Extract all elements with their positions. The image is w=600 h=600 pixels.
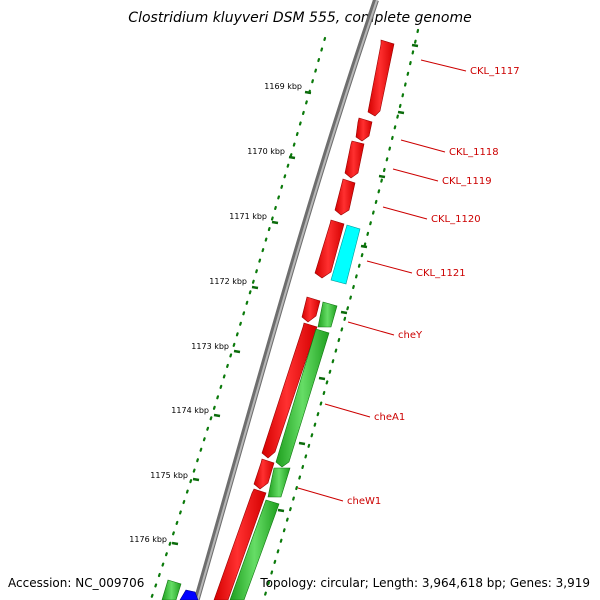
gene-label-chea1[interactable]: cheA1 xyxy=(374,412,405,423)
gene-ckl-1117[interactable] xyxy=(367,39,395,117)
scale-tick-1172 xyxy=(251,285,259,290)
gene-downstream-forward[interactable] xyxy=(213,488,267,600)
gene-labels: CKL_1117 CKL_1118 CKL_1119 CKL_1120 CKL_… xyxy=(347,66,520,507)
scale-label-1172: 1172 kbp xyxy=(209,277,247,286)
scale-label-1173: 1173 kbp xyxy=(191,342,229,351)
gene-label-chew1[interactable]: cheW1 xyxy=(347,496,381,507)
gene-label-ckl-1119[interactable]: CKL_1119 xyxy=(442,176,492,187)
scale-tick-1170 xyxy=(288,155,296,160)
accession-text: Accession: NC_009706 xyxy=(8,576,144,590)
gene-downstream-reverse[interactable] xyxy=(229,499,280,600)
scale-tick-1173 xyxy=(233,349,241,354)
scale-tick-1174 xyxy=(213,413,221,418)
scale-label-1175: 1175 kbp xyxy=(150,471,188,480)
gene-ckl-1118[interactable] xyxy=(355,117,373,142)
scale-tick-1171 xyxy=(271,220,279,225)
scale-ticks xyxy=(171,90,312,546)
gene-ckl-1120[interactable] xyxy=(334,178,356,216)
scale-label-1169: 1169 kbp xyxy=(264,82,302,91)
forward-strand-genes xyxy=(213,39,395,600)
scale-labels: 1169 kbp 1170 kbp 1171 kbp 1172 kbp 1173… xyxy=(129,82,302,544)
gene-label-ckl-1118[interactable]: CKL_1118 xyxy=(449,147,499,158)
gene-chew1[interactable] xyxy=(267,467,291,498)
gene-label-lines xyxy=(297,59,467,502)
gene-ckl-1121-forward[interactable] xyxy=(314,219,345,279)
gene-ckl-1119[interactable] xyxy=(344,140,365,179)
gene-chey-forward[interactable] xyxy=(301,296,321,323)
scale-label-1171: 1171 kbp xyxy=(229,212,267,221)
map-title: Clostridium kluyveri DSM 555, complete g… xyxy=(128,10,471,26)
outer-track xyxy=(262,28,420,600)
gene-chew1-forward[interactable] xyxy=(253,458,275,490)
scale-tick-1169 xyxy=(304,90,312,95)
scale-label-1170: 1170 kbp xyxy=(247,147,285,156)
scale-label-1174: 1174 kbp xyxy=(171,406,209,415)
gene-label-ckl-1121[interactable]: CKL_1121 xyxy=(416,268,466,279)
genome-summary-text: Topology: circular; Length: 3,964,618 bp… xyxy=(259,576,590,590)
scale-tick-1175 xyxy=(192,477,200,482)
gene-label-ckl-1120[interactable]: CKL_1120 xyxy=(431,214,481,225)
gene-ckl-1121[interactable] xyxy=(330,224,361,285)
gc-content-track xyxy=(149,36,327,600)
gene-chea1[interactable] xyxy=(275,328,330,468)
genome-backbone xyxy=(193,0,379,600)
gene-label-chey[interactable]: cheY xyxy=(398,330,423,341)
gene-left-green[interactable] xyxy=(161,579,182,600)
gene-label-ckl-1117[interactable]: CKL_1117 xyxy=(470,66,520,77)
scale-tick-1176 xyxy=(171,541,179,546)
scale-label-1176: 1176 kbp xyxy=(129,535,167,544)
gene-chey[interactable] xyxy=(317,301,338,328)
outer-track-ticks xyxy=(277,43,419,513)
reverse-strand-genes xyxy=(161,224,361,600)
gene-chea1-forward[interactable] xyxy=(261,322,318,459)
gene-left-blue[interactable] xyxy=(179,589,199,600)
